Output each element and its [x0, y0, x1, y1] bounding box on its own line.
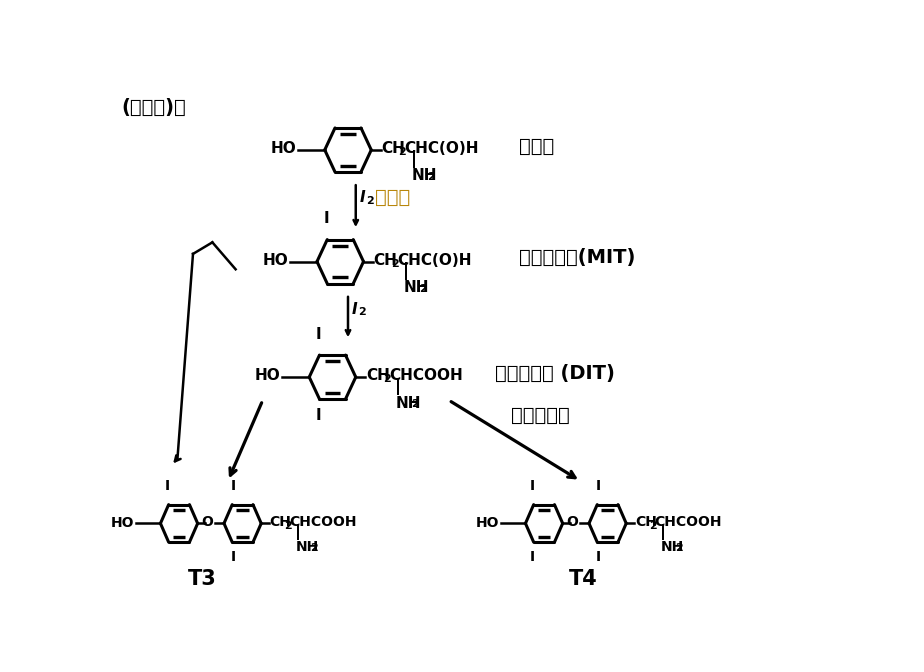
- Text: I: I: [596, 550, 601, 564]
- Text: T4: T4: [568, 569, 597, 589]
- Text: NH: NH: [404, 280, 430, 295]
- Text: O: O: [201, 515, 213, 529]
- Text: I: I: [352, 302, 358, 317]
- Text: (见下图)。: (见下图)。: [122, 97, 187, 116]
- Text: CH: CH: [382, 141, 406, 156]
- Text: 2: 2: [391, 259, 398, 269]
- Text: I: I: [529, 550, 535, 564]
- Text: HO: HO: [476, 515, 499, 530]
- Text: 2: 2: [285, 521, 292, 531]
- Text: 一碳酪氨酸(MIT): 一碳酪氨酸(MIT): [518, 248, 635, 267]
- Text: I: I: [323, 211, 329, 226]
- Text: CHCOOH: CHCOOH: [389, 368, 463, 383]
- Text: 2: 2: [398, 147, 407, 157]
- Text: HO: HO: [271, 141, 296, 156]
- Text: 二碳酪氨酸 (DIT): 二碳酪氨酸 (DIT): [495, 364, 615, 383]
- Text: 2: 2: [310, 544, 318, 554]
- Text: NH: NH: [411, 169, 437, 183]
- Text: 酪氨酸: 酪氨酸: [518, 136, 553, 156]
- Text: CH: CH: [366, 368, 390, 383]
- Text: I: I: [596, 479, 601, 493]
- Text: 碳单质: 碳单质: [375, 188, 410, 207]
- Text: I: I: [316, 408, 322, 423]
- Text: NH: NH: [661, 540, 685, 554]
- Text: HO: HO: [262, 253, 288, 267]
- Text: I: I: [231, 550, 236, 564]
- Text: 2: 2: [411, 399, 419, 409]
- Text: I: I: [231, 479, 236, 493]
- Text: 二分子聚合: 二分子聚合: [511, 406, 569, 425]
- Text: 2: 2: [650, 521, 657, 531]
- Text: CH: CH: [270, 515, 292, 529]
- Text: CHCOOH: CHCOOH: [654, 515, 722, 529]
- Text: NH: NH: [396, 396, 421, 411]
- Text: T3: T3: [188, 569, 216, 589]
- Text: 2: 2: [419, 284, 427, 294]
- Text: HO: HO: [111, 515, 134, 530]
- Text: NH: NH: [296, 540, 320, 554]
- Text: 2: 2: [675, 544, 683, 554]
- Text: CH: CH: [635, 515, 657, 529]
- Text: I: I: [316, 327, 322, 341]
- Text: CHC(O)H: CHC(O)H: [396, 253, 471, 267]
- Text: CH: CH: [373, 253, 397, 267]
- Text: 2: 2: [366, 196, 373, 206]
- Text: I: I: [164, 479, 170, 493]
- Text: CHC(O)H: CHC(O)H: [405, 141, 479, 156]
- Text: 2: 2: [383, 374, 391, 384]
- Text: I: I: [359, 190, 365, 205]
- Text: 2: 2: [359, 307, 366, 317]
- Text: O: O: [566, 515, 578, 529]
- Text: CHCOOH: CHCOOH: [289, 515, 357, 529]
- Text: 2: 2: [427, 172, 435, 182]
- Text: HO: HO: [255, 368, 281, 383]
- Text: I: I: [529, 479, 535, 493]
